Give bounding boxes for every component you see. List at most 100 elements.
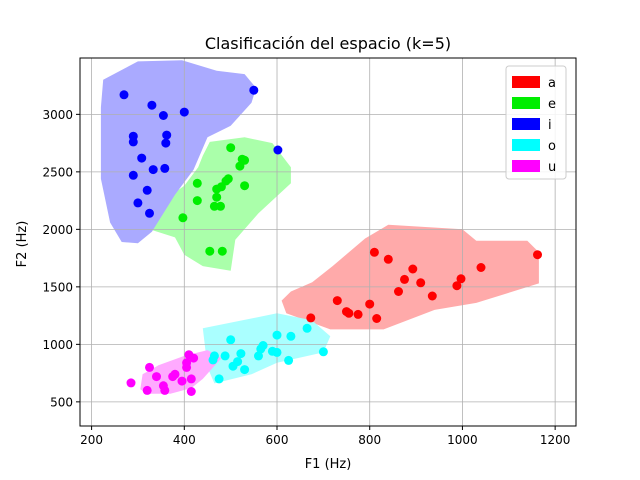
x-tick-label: 200 — [80, 433, 103, 447]
data-point-u — [145, 362, 154, 372]
data-point-a — [416, 278, 426, 288]
y-tick-label: 1000 — [42, 338, 73, 352]
data-point-e — [217, 246, 227, 256]
data-point-e — [205, 246, 215, 256]
plot-area — [79, 57, 577, 427]
data-point-i — [273, 145, 283, 155]
chart-title: Clasificación del espacio (k=5) — [205, 34, 451, 53]
data-point-o — [284, 355, 294, 365]
x-tick-label: 1000 — [447, 433, 478, 447]
data-point-a — [342, 307, 351, 317]
data-point-o — [254, 351, 263, 361]
data-point-u — [177, 376, 187, 386]
data-point-i — [249, 85, 259, 95]
data-point-i — [179, 107, 189, 117]
data-point-u — [189, 353, 199, 363]
data-point-e — [192, 178, 202, 188]
y-tick-label: 500 — [50, 395, 73, 409]
data-point-e — [240, 181, 250, 191]
legend-label-a: a — [548, 76, 556, 91]
x-tick-label: 800 — [358, 433, 381, 447]
x-axis-ticks: 200 400 600 800 1000 1200 — [80, 426, 570, 447]
region-a — [281, 224, 539, 330]
data-point-o — [236, 349, 246, 359]
data-point-a — [365, 299, 375, 309]
data-point-o — [226, 335, 236, 345]
legend-swatch-e — [512, 97, 540, 109]
legend-label-e: e — [548, 97, 556, 112]
data-point-i — [161, 138, 171, 148]
data-point-a — [383, 254, 393, 264]
data-point-o — [302, 323, 312, 333]
data-point-u — [160, 385, 170, 395]
legend-label-u: u — [548, 160, 556, 175]
data-point-o — [267, 346, 277, 356]
x-tick-label: 600 — [266, 433, 289, 447]
data-point-i — [142, 185, 152, 195]
data-point-i — [162, 130, 172, 140]
data-point-i — [160, 163, 170, 173]
legend-label-i: i — [548, 118, 552, 133]
data-point-a — [456, 274, 466, 284]
y-tick-label: 2500 — [42, 165, 73, 179]
data-point-i — [137, 153, 147, 163]
data-point-i — [128, 170, 138, 180]
legend-swatch-u — [512, 160, 540, 172]
data-point-a — [372, 314, 382, 323]
legend-swatch-i — [512, 118, 540, 130]
data-points — [119, 85, 542, 396]
data-point-e — [192, 196, 202, 206]
data-point-u — [152, 372, 161, 382]
data-point-i — [148, 165, 158, 175]
data-point-o — [228, 361, 238, 371]
x-tick-label: 1200 — [540, 433, 571, 447]
data-point-a — [353, 309, 363, 319]
data-point-i — [158, 111, 168, 120]
data-point-o — [256, 344, 266, 354]
plot-frame — [79, 57, 577, 427]
data-point-a — [427, 291, 437, 301]
data-point-e — [226, 143, 236, 153]
data-point-o — [214, 374, 224, 384]
data-point-u — [182, 358, 192, 368]
data-point-u — [170, 369, 180, 379]
legend-label-o: o — [548, 139, 556, 154]
data-point-a — [400, 274, 409, 284]
y-axis-label: F2 (Hz) — [15, 221, 30, 268]
data-point-i — [119, 90, 129, 100]
data-point-e — [216, 182, 226, 192]
x-tick-label: 400 — [173, 433, 196, 447]
legend-swatch-a — [512, 76, 540, 88]
x-axis-label: F1 (Hz) — [305, 457, 352, 472]
data-point-e — [240, 155, 250, 165]
legend-swatch-o — [512, 139, 540, 151]
y-tick-label: 3000 — [42, 108, 73, 122]
data-point-a — [306, 313, 316, 323]
data-point-a — [533, 250, 542, 260]
data-point-o — [272, 330, 282, 340]
data-point-o — [318, 347, 328, 357]
data-point-a — [332, 296, 342, 306]
data-point-i — [147, 100, 157, 110]
region-i — [100, 60, 257, 244]
data-point-o — [286, 331, 296, 341]
y-tick-label: 1500 — [42, 280, 73, 294]
data-point-a — [394, 287, 403, 296]
y-tick-label: 2000 — [42, 223, 73, 237]
data-point-a — [408, 264, 418, 274]
data-point-o — [220, 351, 230, 361]
data-point-a — [369, 247, 379, 257]
data-point-i — [128, 137, 138, 147]
data-point-e — [178, 213, 188, 223]
data-point-u — [186, 374, 196, 384]
data-point-u — [142, 385, 152, 395]
data-point-i — [145, 208, 154, 218]
data-point-u — [186, 387, 196, 396]
data-point-i — [133, 198, 143, 208]
data-point-a — [476, 263, 486, 272]
data-point-o — [240, 365, 250, 375]
data-point-a — [452, 281, 462, 291]
data-point-o — [208, 355, 218, 365]
